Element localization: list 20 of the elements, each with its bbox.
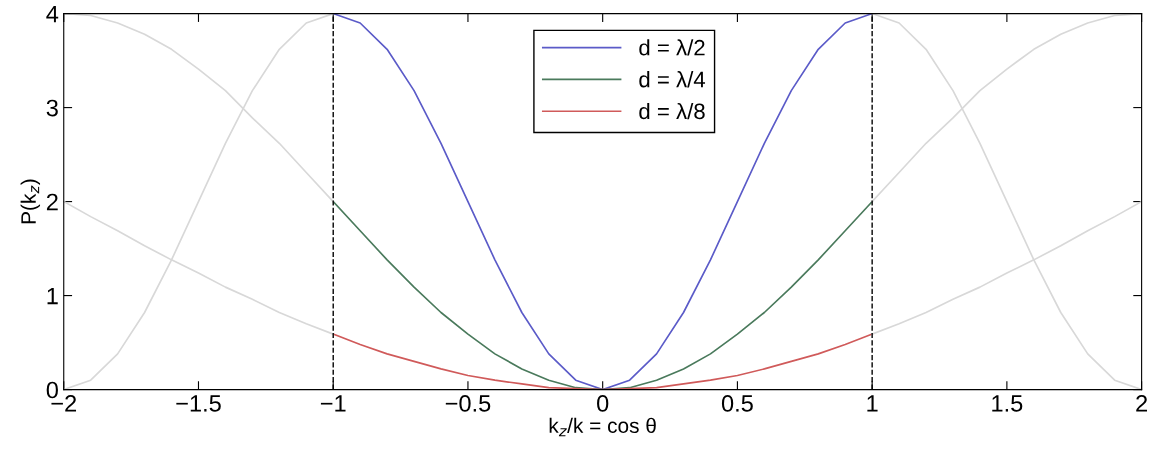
line-series bbox=[332, 200, 873, 390]
y-axis-title: P(k$_{z}$) bbox=[20, 179, 41, 224]
x-tick-label: 1 bbox=[867, 395, 878, 412]
x-tick-label: 0.5 bbox=[721, 395, 753, 412]
y-tick-label: 4 bbox=[46, 5, 59, 23]
x-tick-label: 1.5 bbox=[992, 395, 1023, 412]
y-tick-label: 3 bbox=[46, 99, 58, 117]
legend-label: d = λ/2 bbox=[639, 39, 705, 56]
x-tick-label: −1.5 bbox=[176, 395, 221, 412]
legend-label: d = λ/8 bbox=[639, 102, 705, 120]
line-series bbox=[332, 333, 873, 390]
line-series bbox=[332, 13, 873, 390]
x-tick-label: 2 bbox=[1136, 395, 1147, 412]
y-tick-label: 2 bbox=[46, 193, 58, 211]
x-axis-title: k$_{z}$/k = cos θ bbox=[549, 417, 656, 437]
x-tick-label: 0 bbox=[597, 395, 609, 412]
y-tick-label: 1 bbox=[47, 287, 58, 305]
legend-label: d = λ/4 bbox=[639, 71, 706, 88]
x-tick-label: −1 bbox=[320, 395, 346, 412]
x-tick-label: −0.5 bbox=[445, 395, 491, 412]
